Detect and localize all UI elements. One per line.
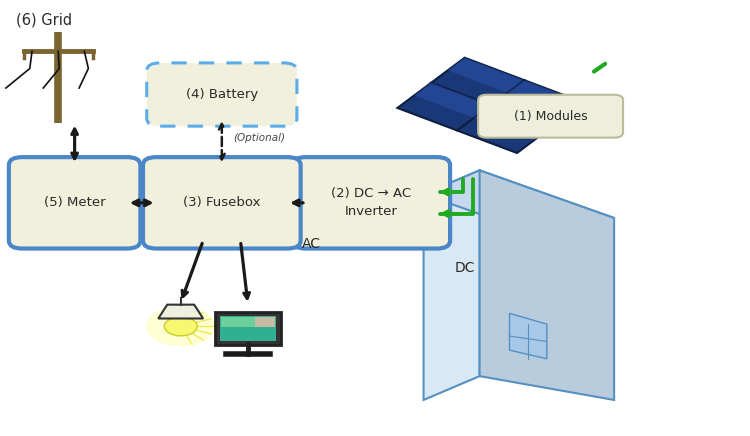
Polygon shape <box>431 58 524 106</box>
Polygon shape <box>508 80 584 116</box>
Text: (2) DC → AC
Inverter: (2) DC → AC Inverter <box>332 187 411 218</box>
FancyBboxPatch shape <box>220 317 275 341</box>
Text: (Optional): (Optional) <box>233 133 285 143</box>
FancyBboxPatch shape <box>9 157 140 249</box>
Polygon shape <box>474 106 550 140</box>
Polygon shape <box>414 83 491 118</box>
Polygon shape <box>458 106 550 153</box>
Text: (5) Meter: (5) Meter <box>44 196 106 209</box>
FancyBboxPatch shape <box>292 157 450 249</box>
Text: AC: AC <box>302 237 321 251</box>
Text: (3) Fusebox: (3) Fusebox <box>183 196 260 209</box>
Polygon shape <box>256 317 274 327</box>
Polygon shape <box>158 305 203 319</box>
Polygon shape <box>221 317 274 327</box>
FancyBboxPatch shape <box>215 313 280 344</box>
FancyBboxPatch shape <box>143 157 301 249</box>
Text: (1) Modules: (1) Modules <box>514 110 587 123</box>
FancyBboxPatch shape <box>478 95 623 138</box>
Polygon shape <box>424 170 614 242</box>
Polygon shape <box>424 170 479 400</box>
Text: (4) Battery: (4) Battery <box>186 88 258 101</box>
Polygon shape <box>509 313 547 359</box>
Text: (6) Grid: (6) Grid <box>16 12 73 27</box>
Polygon shape <box>490 80 584 128</box>
Polygon shape <box>398 83 490 130</box>
Text: DC: DC <box>454 261 475 275</box>
Circle shape <box>146 307 215 346</box>
Circle shape <box>164 317 197 336</box>
Polygon shape <box>448 58 524 93</box>
FancyBboxPatch shape <box>147 63 297 126</box>
Polygon shape <box>479 170 614 400</box>
